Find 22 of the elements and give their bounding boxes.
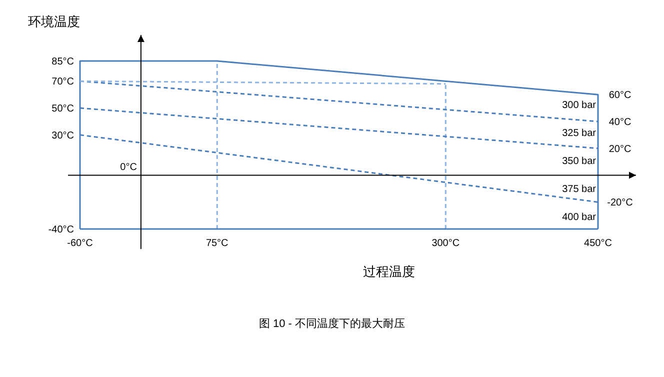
y-axis-title: 环境温度 [28,14,80,29]
x-axis-title: 过程温度 [363,264,415,279]
y2-tick-label: -20°C [607,198,633,209]
origin-label: 0°C [120,162,137,174]
y-tick-label: 85°C [52,56,74,68]
region-label: 400 bar [562,212,596,223]
caption: 图 10 - 不同温度下的最大耐压 [258,318,406,330]
region-label: 325 bar [562,128,596,139]
x-tick-label: 450°C [584,238,612,249]
y2-tick-label: 60°C [608,90,632,102]
x-tick-label: 300°C [432,238,460,249]
y2-tick-label: 40°C [608,116,632,128]
y-tick-label: 70°C [52,76,74,88]
y-tick-label: -40°C [48,224,74,236]
y-tick-label: 50°C [52,104,74,115]
x-tick-label: 75°C [206,238,228,249]
region-label: 375 bar [562,184,596,195]
x-tick-label: -60°C [67,238,93,249]
y2-tick-label: 20°C [608,144,632,155]
y-tick-label: 30°C [52,130,74,142]
region-label: 300 bar [562,100,596,111]
region-label: 350 bar [562,156,596,167]
